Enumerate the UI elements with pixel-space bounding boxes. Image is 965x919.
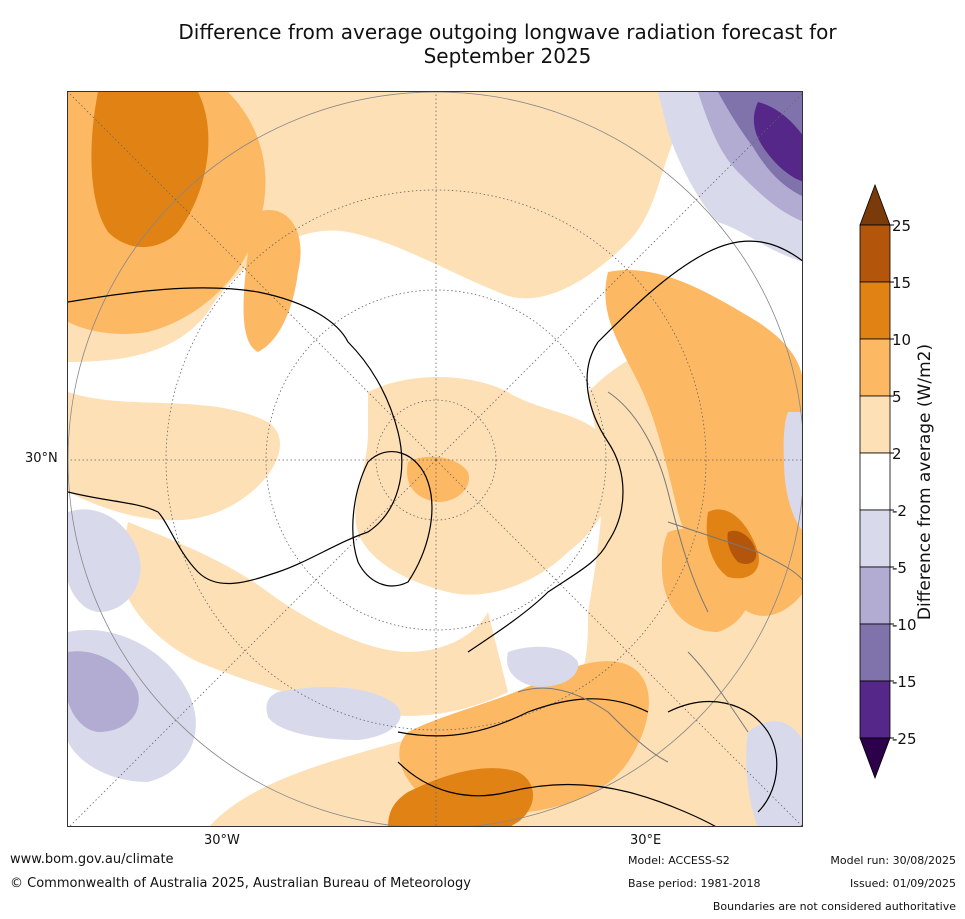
coastline-north-america (68, 287, 403, 585)
colorbar-tick-label: 25 (892, 217, 911, 235)
anomaly-region-negative-europe (507, 646, 579, 687)
anomaly-region-arctic (355, 377, 616, 595)
coastline-asia (597, 240, 802, 343)
lon-label-30e: 30°E (630, 833, 662, 848)
graticule (68, 92, 802, 826)
anomaly-fill-neg-15-25 (753, 102, 802, 182)
colorbar-bin (859, 281, 891, 340)
colorbar-tick-label: -10 (892, 616, 917, 634)
footer-base-period: Base period: 1981-2018 (628, 877, 761, 890)
anomaly-region-bering-core (91, 92, 209, 247)
title-line-2: September 2025 (423, 44, 592, 68)
footer-model: Model: ACCESS-S2 (628, 854, 730, 867)
colorbar-bin (859, 623, 891, 682)
colorbar-bin (859, 680, 891, 739)
footer-model-run: Model run: 30/08/2025 (830, 854, 956, 867)
anomaly-region-greenland (407, 456, 469, 502)
coastline-mediterranean (397, 698, 649, 737)
footer-disclaimer: Boundaries are not considered authoritat… (712, 900, 956, 913)
colorbar-bin (859, 452, 891, 511)
colorbar-bins (859, 183, 891, 780)
colorbar-tick-label: 5 (892, 388, 902, 406)
anomaly-region-alaska (243, 210, 301, 352)
colorbar-tick-labels: 25 15 10 5 2 -2 -5 -10 -15 -25 (890, 217, 917, 748)
coastlines (68, 240, 802, 826)
lon-label-30w: 30°W (204, 833, 240, 848)
anomaly-region-negative-ne-core (753, 102, 802, 182)
colorbar: 25 15 10 5 2 -2 -5 -10 -15 -25 (859, 183, 917, 780)
colorbar-bin (859, 338, 891, 397)
anomaly-region-atlantic (118, 522, 508, 716)
colorbar-tick-label: -2 (892, 502, 907, 520)
colorbar-tick-label: 2 (892, 445, 902, 463)
anomaly-region-negative-sw-mid (68, 651, 139, 732)
anomaly-map (67, 91, 803, 827)
meridian-135 (435, 93, 802, 461)
border-russia-west (607, 391, 709, 613)
anomaly-fill-2-5 (68, 92, 802, 826)
coastline-europe (467, 341, 624, 653)
footer-issued: Issued: 01/09/2025 (849, 877, 956, 890)
colorbar-bin (859, 566, 891, 625)
colorbar-bin (859, 224, 891, 283)
colorbar-tick-label: -15 (892, 673, 917, 691)
anomaly-region-negative-west (68, 509, 141, 612)
colorbar-tick-label: -5 (892, 559, 907, 577)
anomaly-fill-15-25 (727, 530, 757, 564)
title-line-1: Difference from average outgoing longwav… (178, 20, 837, 44)
country-borders (517, 391, 802, 763)
anomaly-region-negative-east (783, 412, 802, 530)
meridian-225 (69, 459, 437, 826)
anomaly-region-eurasia (209, 342, 802, 826)
border-middle-east (687, 651, 749, 733)
latitude-circle-60 (265, 289, 607, 631)
coastline-greenland (352, 451, 433, 587)
anomaly-region-sahara-core (388, 768, 533, 826)
colorbar-extend-top (859, 183, 891, 226)
colorbar-bin (859, 509, 891, 568)
colorbar-bin (859, 395, 891, 454)
colorbar-tick-label: 10 (892, 331, 911, 349)
latitude-circle-45 (165, 189, 707, 731)
border-central-asia (667, 521, 802, 581)
meridian-315 (435, 459, 802, 826)
footer-website[interactable]: www.bom.gov.au/climate (10, 852, 174, 867)
colorbar-title: Difference from average (W/m2) (915, 343, 935, 621)
meridian-45 (68, 92, 437, 461)
colorbar-tick-label: 15 (892, 274, 911, 292)
footer-copyright: © Commonwealth of Australia 2025, Austra… (10, 876, 471, 891)
anomaly-region-mid-pacific (68, 392, 280, 521)
coastline-africa (397, 761, 716, 826)
lat-label-30n: 30°N (25, 451, 58, 466)
anomaly-region-negative-se (746, 721, 802, 826)
map-canvas (68, 92, 802, 826)
anomaly-region-central-asia-peak (727, 530, 757, 564)
colorbar-tick-label: -25 (892, 730, 917, 748)
colorbar-extend-bottom (859, 737, 891, 780)
coastline-arabia (667, 701, 778, 813)
map-title: Difference from average outgoing longwav… (50, 20, 965, 68)
anomaly-region-negative-atlantic (266, 687, 401, 740)
anomaly-region-siberia (605, 270, 802, 616)
border-europe (517, 687, 669, 763)
